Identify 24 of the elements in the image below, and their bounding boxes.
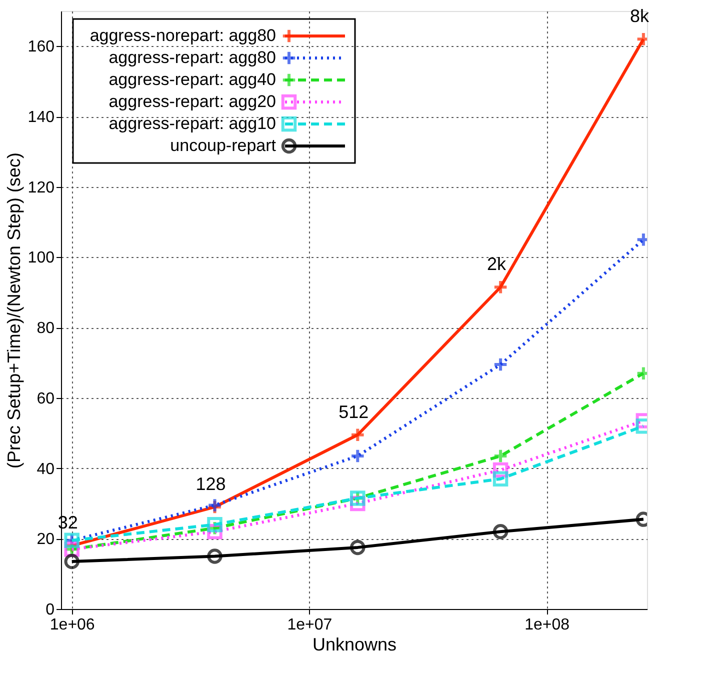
annotation: 128 [196,474,226,494]
y-tick-label: 100 [28,250,55,267]
legend-label: uncoup-repart [170,136,276,155]
y-tick-label: 160 [28,38,55,56]
legend-label: aggress-repart: agg80 [108,48,276,67]
annotation: 512 [338,402,369,422]
annotation: 8k [630,6,650,26]
legend-label: aggress-repart: agg40 [108,70,276,89]
y-axis-title: (Prec Setup+Time)/(Newton Step) (sec) [4,152,24,468]
x-tick-label: 1e+08 [524,616,570,634]
legend-label: aggress-repart: agg10 [108,114,276,133]
x-axis-title: Unknowns [312,634,397,654]
y-tick-label: 0 [46,602,55,618]
y-tick-label: 20 [36,531,55,548]
y-tick-label: 120 [28,179,55,196]
legend-label: aggress-norepart: agg80 [90,26,276,45]
y-tick-label: 40 [36,460,55,478]
legend-label: aggress-repart: agg20 [108,92,276,111]
y-tick-label: 80 [36,320,55,338]
y-tick-label: 60 [36,390,55,408]
y-tick-label: 140 [28,109,55,126]
x-tick-label: 1e+06 [50,616,95,634]
x-tick-label: 1e+07 [287,616,332,634]
annotation: 2k [487,254,508,274]
